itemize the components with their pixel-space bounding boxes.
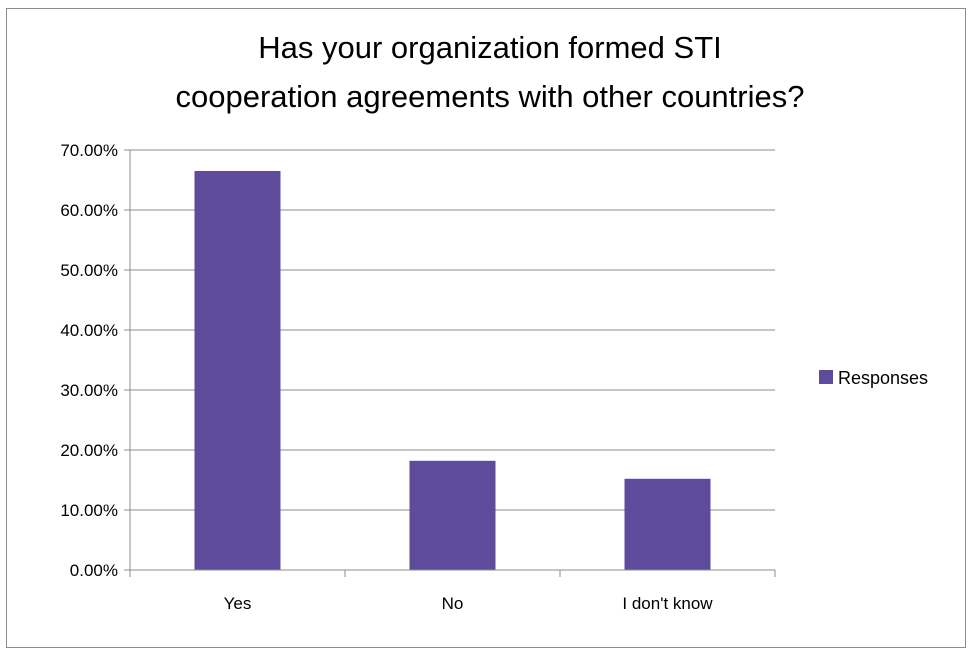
bars — [194, 171, 711, 570]
bar-chart: Has your organization formed STI coopera… — [60, 30, 928, 613]
legend: Responses — [819, 368, 928, 388]
legend-swatch — [819, 370, 833, 384]
y-tick-label: 30.00% — [60, 381, 118, 400]
bar-i-don-t-know — [624, 478, 711, 570]
y-tick-label: 20.00% — [60, 441, 118, 460]
bar-yes — [194, 171, 281, 570]
y-tick-label: 0.00% — [70, 561, 118, 580]
y-tick-label: 10.00% — [60, 501, 118, 520]
y-tick-label: 50.00% — [60, 261, 118, 280]
y-tick-labels: 0.00% 10.00% 20.00% 30.00% 40.00% 50.00% 60.00… — [60, 141, 118, 580]
x-tick-label: I don't know — [622, 594, 713, 613]
y-tick-label: 70.00% — [60, 141, 118, 160]
bar-no — [409, 460, 496, 570]
legend-label: Responses — [838, 368, 928, 388]
x-tick-label: No — [442, 594, 464, 613]
chart-title-line-2: cooperation agreements with other countr… — [176, 79, 805, 114]
x-tick-labels: Yes No I don't know — [224, 594, 714, 613]
chart-title: Has your organization formed STI coopera… — [176, 30, 805, 114]
y-tick-label: 60.00% — [60, 201, 118, 220]
x-tick-label: Yes — [224, 594, 252, 613]
chart-title-line-1: Has your organization formed STI — [258, 30, 722, 65]
axes — [124, 149, 776, 577]
y-tick-label: 40.00% — [60, 321, 118, 340]
